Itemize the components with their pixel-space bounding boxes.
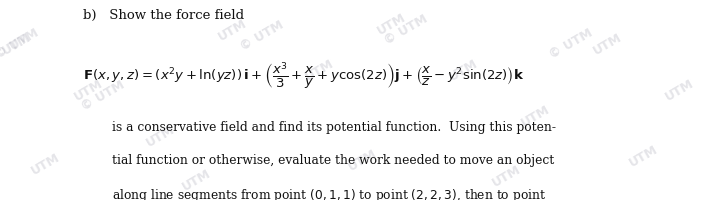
Text: is a conservative field and find its potential function.  Using this poten-: is a conservative field and find its pot…: [112, 121, 556, 134]
Text: © UTM: © UTM: [382, 12, 430, 48]
Text: © UTM: © UTM: [547, 26, 595, 62]
Text: © UTM: © UTM: [0, 26, 41, 62]
Text: UTM: UTM: [144, 123, 177, 149]
Text: UTM: UTM: [590, 31, 624, 57]
Text: © UTM: © UTM: [79, 78, 127, 114]
Text: UTM: UTM: [346, 147, 379, 173]
Text: UTM: UTM: [374, 11, 408, 37]
Text: UTM: UTM: [490, 163, 523, 189]
Text: © UTM: © UTM: [238, 18, 286, 54]
Text: UTM: UTM: [446, 57, 480, 83]
Text: UTM: UTM: [0, 31, 33, 57]
Text: UTM: UTM: [180, 167, 213, 193]
Text: $\mathbf{F}(x, y, z) = (x^2y + \ln(yz))\,\mathbf{i} + \left(\dfrac{x^3}{3} + \df: $\mathbf{F}(x, y, z) = (x^2y + \ln(yz))\…: [83, 60, 524, 91]
Text: UTM: UTM: [518, 103, 552, 129]
Text: UTM: UTM: [29, 151, 62, 177]
Text: UTM: UTM: [662, 77, 696, 103]
Text: UTM: UTM: [626, 143, 660, 169]
Text: along line segments from point $(0, 1, 1)$ to point $(2, 2, 3)$, then to point: along line segments from point $(0, 1, 1…: [112, 187, 546, 200]
Text: b)   Show the force field: b) Show the force field: [83, 9, 244, 22]
Text: UTM: UTM: [302, 57, 336, 83]
Text: tial function or otherwise, evaluate the work needed to move an object: tial function or otherwise, evaluate the…: [112, 154, 554, 167]
Text: UTM: UTM: [72, 77, 105, 103]
Text: UTM: UTM: [216, 17, 249, 43]
